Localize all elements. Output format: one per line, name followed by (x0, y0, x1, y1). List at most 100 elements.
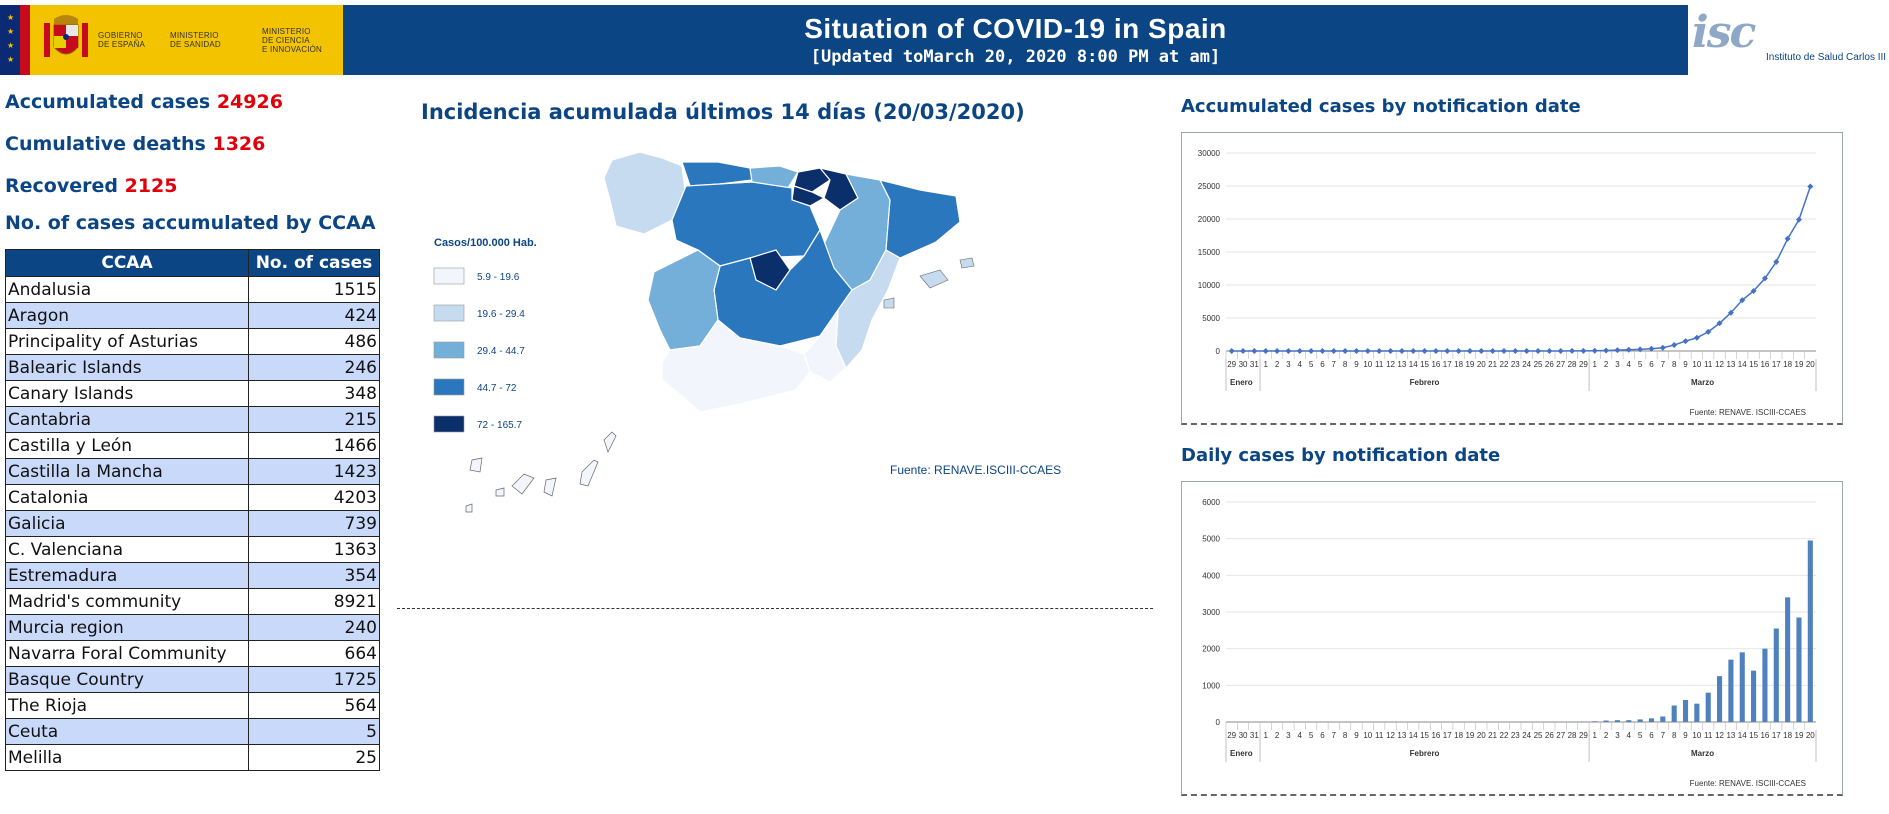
x-tick-label: 9 (1683, 731, 1688, 740)
x-tick-label: 31 (1250, 731, 1259, 740)
x-tick-label: 6 (1649, 360, 1654, 369)
y-tick-label: 30000 (1198, 149, 1221, 158)
x-tick-label: 17 (1772, 360, 1781, 369)
x-tick-label: 5 (1309, 731, 1314, 740)
x-tick-label: 3 (1286, 360, 1291, 369)
data-point (1614, 347, 1621, 354)
x-tick-label: 18 (1454, 360, 1463, 369)
x-tick-label: 7 (1661, 731, 1666, 740)
table-row: Navarra Foral Community 664 (5, 640, 380, 667)
data-point (1625, 346, 1632, 353)
data-point (1296, 348, 1303, 354)
data-point (1262, 348, 1269, 354)
bar (1762, 648, 1768, 722)
map-divider (397, 608, 1153, 609)
x-tick-label: 16 (1431, 360, 1440, 369)
x-tick-label: 4 (1627, 360, 1632, 369)
chart-source: Fuente: RENAVE. ISCIII-CCAES (1690, 408, 1806, 417)
ccaa-name-cell: The Rioja (5, 692, 249, 719)
bar (1785, 597, 1791, 722)
chart-title-daily: Daily cases by notification date (1181, 445, 1501, 466)
x-tick-label: 19 (1795, 360, 1804, 369)
bar (1728, 659, 1734, 722)
x-tick-label: 3 (1286, 731, 1291, 740)
x-tick-label: 16 (1760, 731, 1769, 740)
x-tick-label: 24 (1522, 731, 1531, 740)
x-tick-label: 11 (1704, 731, 1713, 740)
case-count-cell: 1725 (248, 666, 380, 693)
bar (1603, 720, 1609, 722)
ccaa-name-cell: Melilla (5, 744, 249, 771)
x-tick-label: 2 (1604, 360, 1609, 369)
isciii-logo: isc Instituto de Salud Carlos III (1690, 5, 1889, 75)
x-tick-label: 6 (1320, 731, 1325, 740)
bar (1705, 692, 1711, 722)
table-row: Melilla 25 (5, 744, 380, 771)
x-tick-label: 7 (1332, 731, 1337, 740)
data-point (1364, 348, 1371, 354)
legend-label: 72 - 165.7 (477, 420, 522, 431)
stat-value: 1326 (212, 133, 266, 155)
map-region-cantabria (749, 165, 799, 189)
y-tick-label: 1000 (1202, 681, 1220, 690)
legend-swatch (433, 341, 465, 359)
bar (1626, 720, 1632, 722)
x-tick-label: 3 (1615, 360, 1620, 369)
legend-swatch (433, 267, 465, 285)
x-tick-label: 2 (1275, 360, 1280, 369)
accumulated-cases-chart: 0 5000 10000 15000 20000 25000 30000 29 30 31 1 2 3 4… (1181, 132, 1843, 425)
x-tick-label: 20 (1477, 360, 1486, 369)
map-region-catalonia (878, 179, 961, 259)
data-point (1580, 347, 1587, 354)
x-tick-label: 13 (1726, 360, 1735, 369)
case-count-cell: 424 (248, 302, 380, 329)
y-tick-label: 5000 (1202, 535, 1220, 544)
page-subtitle: [Updated toMarch 20, 2020 8:00 PM at am] (810, 47, 1221, 67)
x-tick-label: 2 (1604, 731, 1609, 740)
data-point (1693, 334, 1700, 341)
y-tick-label: 20000 (1198, 215, 1221, 224)
series-line (1231, 186, 1812, 352)
month-label: Enero (1230, 749, 1253, 758)
data-point (1512, 348, 1519, 354)
data-point (1342, 348, 1349, 354)
x-tick-label: 13 (1397, 731, 1406, 740)
data-point (1535, 348, 1542, 354)
header-banner: ★ ★ ★ ★ GOBIERNO DE ESPAÑA MINISTERIO DE S… (0, 5, 1688, 75)
bar (1807, 540, 1813, 722)
x-tick-label: 12 (1386, 731, 1395, 740)
ccaa-name-cell: Aragon (5, 302, 249, 329)
chart-source: Fuente: RENAVE. ISCIII-CCAES (1690, 779, 1806, 788)
x-tick-label: 30 (1239, 731, 1248, 740)
ccaa-name-cell: Cantabria (5, 406, 249, 433)
coat-of-arms-icon (44, 15, 88, 57)
x-tick-label: 15 (1749, 731, 1758, 740)
x-tick-label: 17 (1772, 731, 1781, 740)
daily-cases-chart: 0 1000 2000 3000 4000 5000 6000 29 30 31 1 2 3 4 5 6 7 8 9… (1181, 481, 1843, 796)
y-tick-label: 2000 (1202, 645, 1220, 654)
stat-label: Recovered (5, 175, 118, 197)
x-tick-label: 10 (1363, 731, 1372, 740)
stat-label: Accumulated cases (5, 91, 211, 113)
gov-text-health: MINISTERIO DE SANIDAD (170, 31, 221, 49)
case-count-cell: 564 (248, 692, 380, 719)
x-tick-label: 23 (1511, 731, 1520, 740)
x-tick-label: 26 (1545, 731, 1554, 740)
data-point (1455, 348, 1462, 354)
table-row: Castilla y León 1466 (5, 432, 380, 459)
x-tick-label: 22 (1500, 360, 1509, 369)
map-source: Fuente: RENAVE.ISCIII-CCAES (890, 463, 1061, 477)
ccaa-name-cell: Canary Islands (5, 380, 249, 407)
ccaa-name-cell: Basque Country (5, 666, 249, 693)
x-tick-label: 9 (1683, 360, 1688, 369)
table-row: Castilla la Mancha 1423 (5, 458, 380, 485)
x-tick-label: 31 (1250, 360, 1259, 369)
table-row: Andalusia 1515 (5, 276, 380, 303)
column-header-cases: No. of cases (248, 249, 380, 277)
map-region-basque (793, 167, 831, 193)
x-tick-label: 4 (1627, 731, 1632, 740)
x-tick-label: 12 (1386, 360, 1395, 369)
y-tick-label: 0 (1216, 347, 1221, 356)
title-bar: Situation of COVID-19 in Spain [Updated … (343, 5, 1688, 75)
x-tick-label: 28 (1568, 360, 1577, 369)
